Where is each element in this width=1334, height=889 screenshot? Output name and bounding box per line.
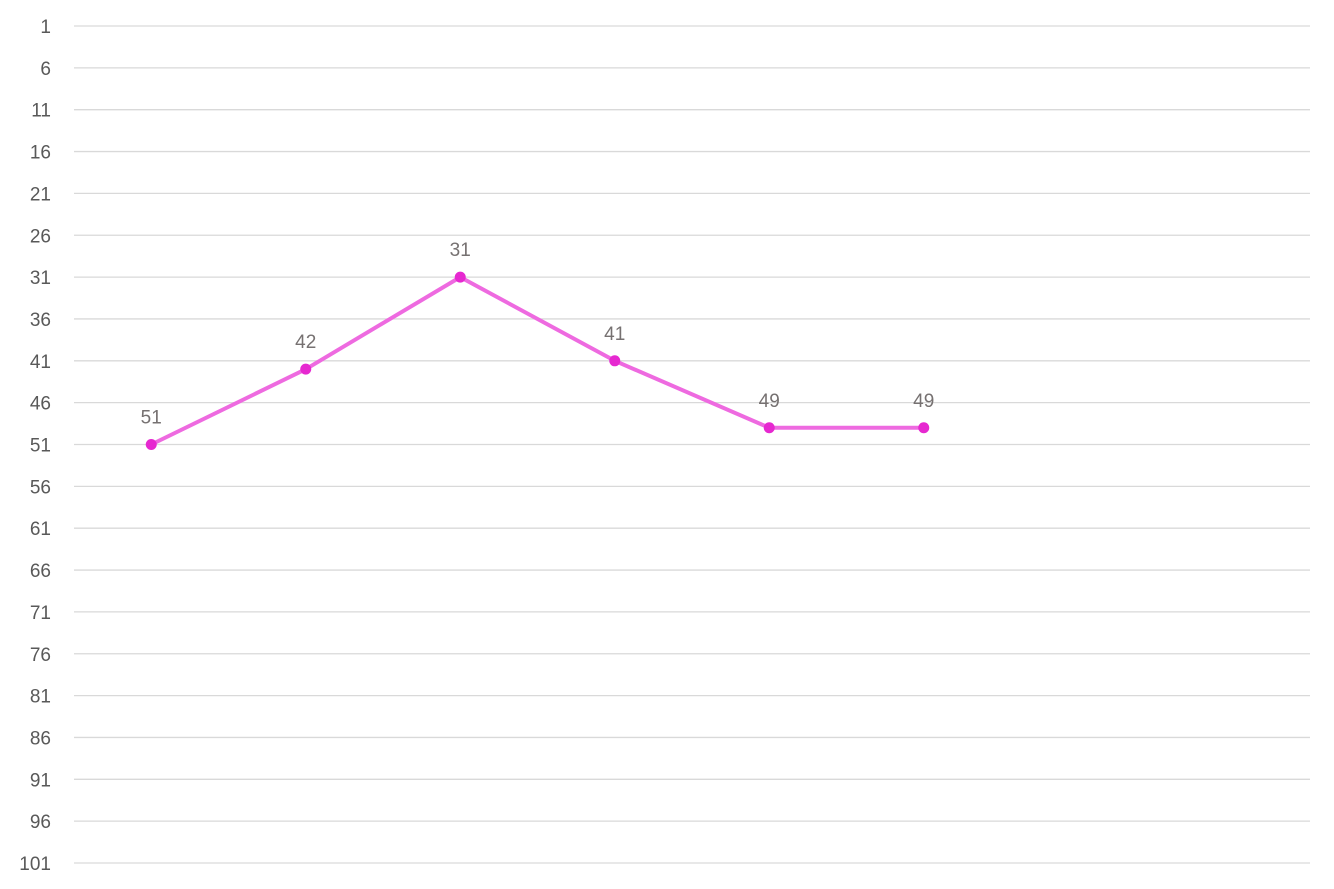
data-point — [763, 422, 775, 434]
data-label: 31 — [450, 240, 471, 261]
series-line — [150, 275, 924, 447]
y-tick-label: 26 — [30, 226, 51, 247]
data-label: 49 — [759, 391, 780, 412]
y-tick-label: 56 — [30, 477, 51, 498]
y-tick-label: 71 — [30, 603, 51, 624]
data-point — [454, 271, 466, 283]
data-point — [145, 439, 157, 450]
y-tick-label: 51 — [30, 436, 51, 457]
series — [145, 271, 930, 450]
y-tick-label: 31 — [30, 268, 51, 289]
y-tick-label: 6 — [40, 59, 51, 80]
y-tick-label: 1 — [40, 17, 51, 38]
data-label: 49 — [913, 391, 934, 412]
y-tick-label: 76 — [30, 645, 51, 666]
data-point — [918, 422, 930, 434]
y-tick-label: 46 — [30, 394, 51, 415]
y-tick-label: 21 — [30, 184, 51, 205]
y-tick-label: 66 — [30, 561, 51, 582]
y-tick-label: 91 — [30, 770, 51, 791]
gridlines — [74, 25, 1310, 864]
data-point — [300, 363, 312, 375]
y-tick-label: 86 — [30, 728, 51, 749]
y-tick-label: 41 — [30, 352, 51, 373]
data-point — [609, 355, 621, 367]
data-label: 41 — [604, 324, 625, 345]
y-tick-label: 16 — [30, 143, 51, 164]
y-tick-label: 11 — [31, 101, 51, 122]
data-label: 51 — [141, 408, 162, 429]
y-axis-ticks: 1611162126313641465156616671768186919610… — [19, 17, 51, 875]
data-label: 42 — [295, 332, 316, 353]
y-tick-label: 61 — [30, 519, 51, 540]
data-labels: 51 42 31 41 49 49 — [141, 240, 935, 428]
y-tick-label: 81 — [30, 687, 51, 708]
y-tick-label: 101 — [19, 854, 51, 875]
y-tick-label: 36 — [30, 310, 51, 331]
y-tick-label: 96 — [30, 812, 51, 833]
